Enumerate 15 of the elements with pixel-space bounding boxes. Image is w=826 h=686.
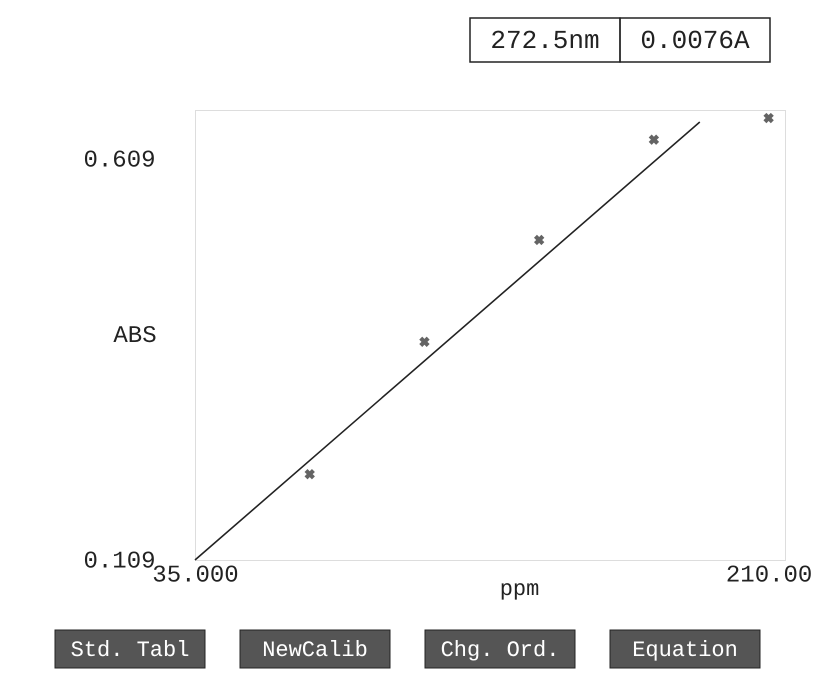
y-axis-title: ABS	[113, 323, 157, 350]
text: 272.5nm	[490, 26, 600, 56]
text: Std. Tabl	[70, 638, 190, 663]
point	[304, 468, 315, 480]
point	[419, 336, 430, 348]
x-tick-label: 210.00	[726, 562, 812, 590]
point	[648, 134, 660, 145]
x-axis-title: ppm	[500, 577, 540, 602]
y-tick-label: 0.609	[83, 147, 156, 174]
text: NewCalib	[262, 638, 368, 663]
point	[763, 112, 774, 124]
point	[534, 234, 544, 246]
text: Chg. Ord.	[440, 638, 560, 663]
text: Equation	[632, 638, 738, 663]
text: 0.0076A	[640, 26, 750, 56]
